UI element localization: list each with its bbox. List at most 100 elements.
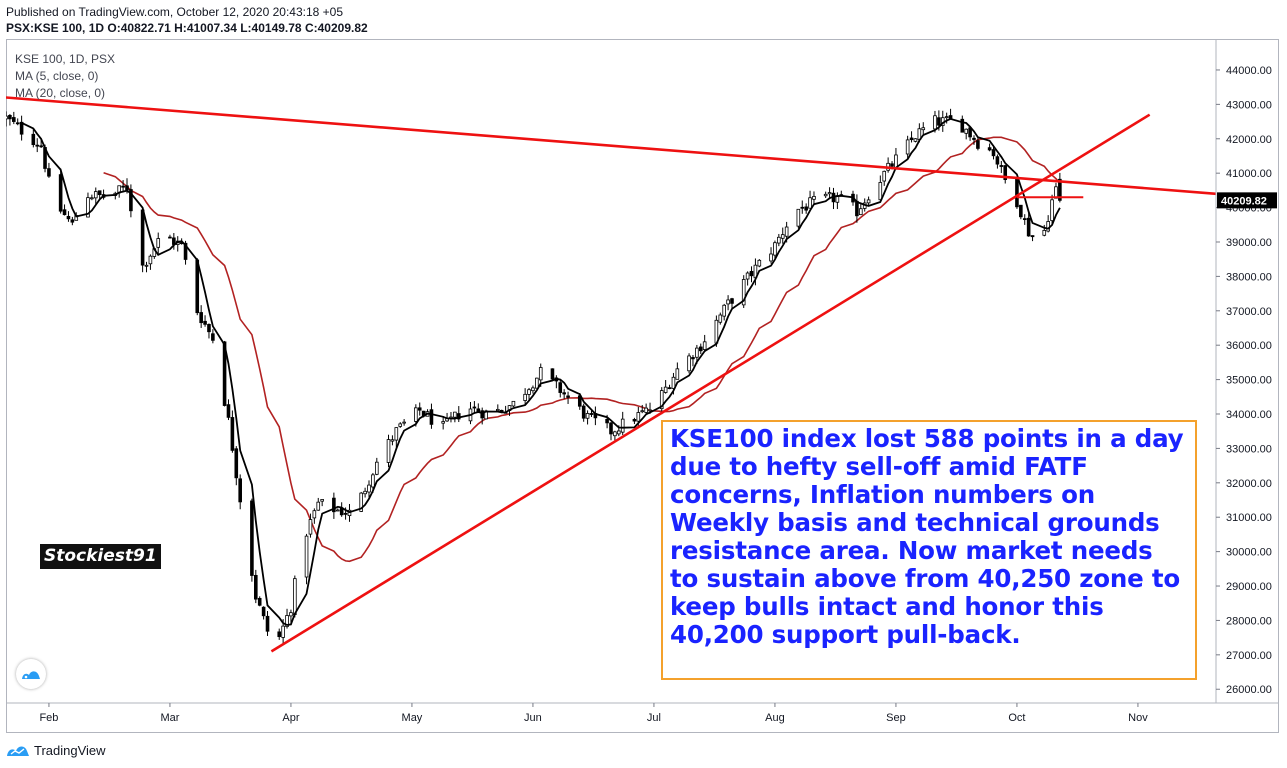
- trendlines-layer: [6, 96, 1217, 653]
- candle-body: [687, 355, 691, 372]
- candle-body: [156, 238, 161, 248]
- candle-body: [129, 189, 133, 212]
- candle-body: [308, 519, 313, 535]
- price-tick-label: 29000.00: [1226, 581, 1272, 593]
- tradingview-badge[interactable]: [16, 659, 46, 689]
- month-label: Oct: [1008, 712, 1025, 724]
- candle-body: [550, 368, 555, 380]
- candle-body: [15, 122, 20, 125]
- candle-body: [371, 474, 375, 488]
- candle-body: [335, 509, 340, 512]
- chart-frame[interactable]: 26000.00 27000.00 28000.00 29000.00 30000.00…: [6, 39, 1279, 733]
- candle-body: [277, 631, 282, 638]
- candle-body: [617, 430, 621, 435]
- candle-body: [480, 410, 484, 419]
- price-tick-label: 43000.00: [1226, 99, 1272, 111]
- candle-body: [698, 346, 703, 352]
- candle-body: [339, 507, 344, 516]
- candle-body: [780, 234, 785, 239]
- price-tick-label: 35000.00: [1226, 375, 1272, 387]
- candle-body: [640, 410, 645, 413]
- legend-ma20[interactable]: MA (20, close, 0): [15, 86, 106, 100]
- candle-body: [866, 199, 871, 204]
- candle-body: [1046, 221, 1050, 232]
- high-value: 41007.34: [186, 21, 237, 35]
- candle-body: [730, 298, 734, 304]
- month-label: Jun: [524, 712, 542, 724]
- candle-body: [144, 264, 149, 267]
- price-tick-label: 26000.00: [1226, 684, 1272, 696]
- candle-body: [90, 197, 94, 200]
- candle-body: [609, 422, 613, 435]
- candle-body: [964, 128, 968, 134]
- candle-body: [913, 138, 918, 142]
- annotation-box: KSE100 index lost 588 points in a day du…: [661, 420, 1197, 680]
- candle-body: [823, 193, 828, 197]
- candle-body: [695, 347, 699, 358]
- legend-ma5[interactable]: MA (5, close, 0): [15, 69, 99, 83]
- trendline-support: [270, 113, 1151, 653]
- footer[interactable]: TradingView: [6, 740, 106, 760]
- price-tick-label: 28000.00: [1226, 615, 1272, 627]
- candle-body: [211, 333, 215, 341]
- candle-body: [66, 215, 71, 220]
- candles-layer: [6, 108, 1062, 645]
- candle-body: [644, 407, 648, 413]
- candle-body: [93, 191, 98, 199]
- candle-body: [1019, 204, 1023, 218]
- price-tick-label: 34000.00: [1226, 409, 1272, 421]
- grid: [6, 39, 1279, 733]
- ma5-layer: [21, 117, 1061, 626]
- candle-body: [195, 259, 200, 314]
- month-label: Feb: [39, 712, 58, 724]
- candle-body: [1003, 165, 1008, 180]
- candle-body: [199, 312, 203, 324]
- price-tick-label: 27000.00: [1226, 650, 1272, 662]
- candle-body: [39, 145, 43, 148]
- candle-body: [343, 512, 348, 515]
- month-label: Mar: [160, 712, 179, 724]
- price-chart[interactable]: 26000.00 27000.00 28000.00 29000.00 30000.00…: [6, 39, 1279, 733]
- price-tick-label: 42000.00: [1226, 134, 1272, 146]
- candle-body: [375, 461, 379, 475]
- candle-body: [605, 418, 609, 424]
- high-label: H:: [174, 21, 187, 35]
- ma5-line: [21, 117, 1061, 626]
- low-value: 40149.78: [251, 21, 302, 35]
- candle-body: [659, 390, 664, 410]
- candle-body: [125, 185, 129, 191]
- candle-body: [472, 406, 477, 409]
- candle-body: [386, 439, 391, 463]
- legend-title: KSE 100, 1D, PSX: [15, 52, 116, 66]
- ma20-layer: [103, 136, 1061, 563]
- candle-body: [987, 147, 992, 151]
- candle-body: [531, 387, 535, 392]
- month-label: Jul: [647, 712, 661, 724]
- candle-body: [265, 615, 270, 632]
- candle-body: [882, 170, 887, 182]
- candle-body: [332, 497, 336, 513]
- candle-body: [312, 510, 317, 519]
- candle-body: [538, 367, 543, 381]
- candle-body: [859, 208, 863, 216]
- candle-body: [589, 413, 594, 415]
- candle-body: [19, 121, 24, 135]
- candle-body: [250, 500, 254, 576]
- candle-body: [207, 324, 211, 333]
- candle-body: [769, 253, 773, 262]
- candle-body: [691, 357, 695, 360]
- candle-body: [1030, 235, 1035, 238]
- candle-body: [1050, 199, 1054, 221]
- month-label: Aug: [765, 712, 785, 724]
- candle-body: [254, 574, 258, 600]
- candle-body: [972, 137, 976, 140]
- candle-body: [70, 219, 75, 223]
- candle-body: [1015, 177, 1019, 208]
- candle-body: [976, 140, 980, 149]
- candle-body: [97, 190, 102, 196]
- open-value: 40822.71: [120, 21, 171, 35]
- price-tick-label: 32000.00: [1226, 478, 1272, 490]
- price-tick-label: 38000.00: [1226, 271, 1272, 283]
- candle-body: [86, 197, 90, 218]
- candle-body: [230, 417, 235, 451]
